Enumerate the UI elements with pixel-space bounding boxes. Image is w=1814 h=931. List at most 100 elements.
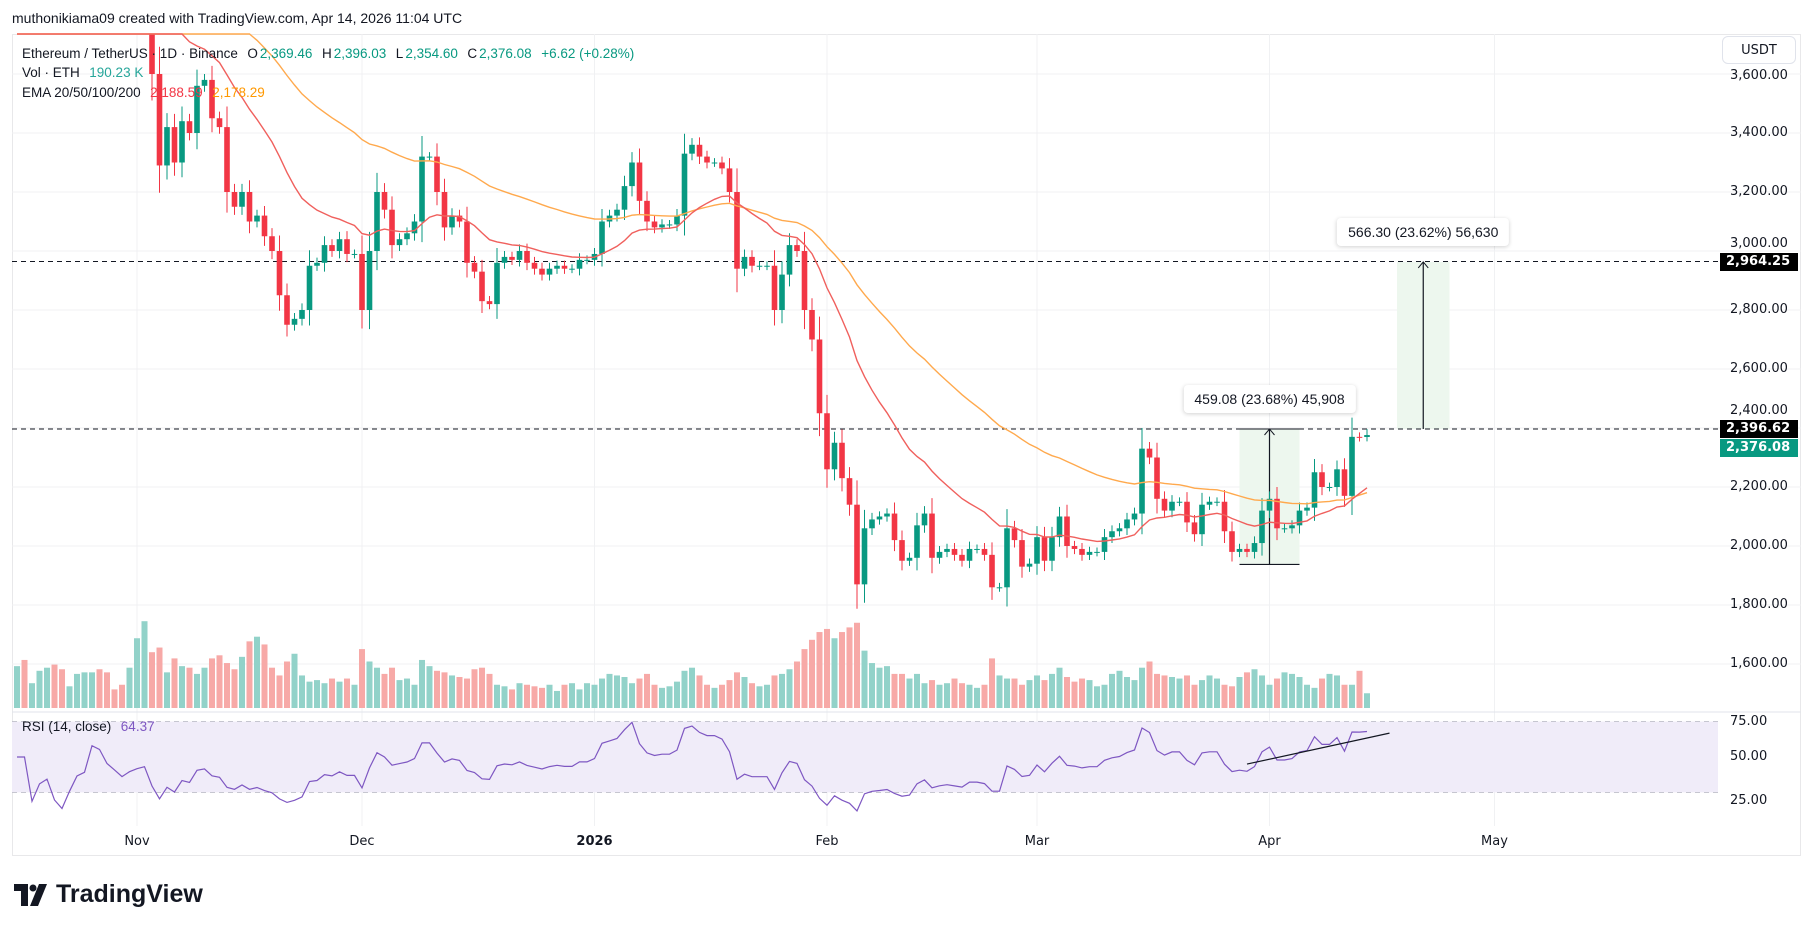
candle	[531, 256, 538, 275]
volume-bar	[389, 667, 395, 708]
candle	[1004, 509, 1010, 607]
candle	[284, 283, 290, 337]
candle	[546, 262, 553, 281]
candle-body	[194, 85, 200, 133]
currency-button[interactable]: USDT	[1722, 36, 1796, 64]
candle-body	[434, 156, 440, 192]
volume-bar	[246, 641, 253, 708]
candle-body	[1124, 519, 1130, 529]
y-tick-label: 2,800.00	[1730, 302, 1788, 317]
candle	[524, 243, 530, 271]
candle	[771, 250, 778, 326]
candle	[344, 231, 350, 263]
candle	[254, 209, 260, 228]
volume-bar	[1281, 672, 1288, 708]
volume-bar	[411, 684, 418, 708]
candle	[216, 111, 223, 134]
volume-bar	[1364, 693, 1370, 708]
candle-body	[704, 156, 710, 163]
candle	[966, 541, 973, 569]
volume-bar	[96, 669, 103, 708]
candle-body	[801, 251, 808, 310]
candle-body	[1304, 507, 1310, 511]
candle-body	[1184, 501, 1190, 523]
candle-body	[599, 221, 605, 254]
candle-body	[426, 156, 433, 158]
candle-body	[1056, 516, 1063, 538]
volume-bar	[321, 683, 328, 708]
candle-body	[284, 295, 290, 325]
x-tick-label: Apr	[1258, 834, 1281, 849]
candle	[224, 106, 230, 213]
candle-body	[1116, 528, 1123, 532]
candle-body	[989, 554, 995, 588]
candle-body	[1274, 498, 1280, 529]
candle	[471, 256, 478, 279]
volume-bar	[1131, 680, 1138, 708]
candle	[861, 509, 868, 603]
candle-body	[1026, 563, 1033, 567]
candle-body	[854, 504, 860, 585]
candle	[1169, 495, 1175, 518]
candle	[651, 215, 658, 234]
chart-frame	[12, 34, 1801, 856]
candle-body	[531, 262, 538, 269]
candle	[1011, 520, 1018, 548]
candle	[749, 250, 755, 273]
volume-bar	[644, 673, 650, 708]
candle-body	[171, 127, 178, 163]
volume-bar	[471, 669, 478, 708]
candle-body	[1326, 487, 1333, 488]
candle-body	[471, 262, 478, 272]
candle	[1296, 502, 1303, 534]
candle-body	[224, 127, 230, 192]
rsi-tick-label: 50.00	[1730, 749, 1768, 764]
candle	[981, 543, 988, 561]
volume-bar	[44, 667, 50, 708]
candle-body	[539, 268, 545, 275]
candle-body	[261, 215, 268, 237]
y-tick-label: 3,000.00	[1730, 235, 1788, 251]
volume-bar	[524, 684, 530, 708]
volume-bar	[711, 687, 718, 708]
volume-bar	[464, 678, 470, 708]
candle	[599, 208, 605, 267]
candle-body	[1019, 540, 1025, 567]
candle	[944, 543, 950, 558]
candle-body	[719, 162, 725, 169]
volume-bar	[224, 663, 230, 708]
candle	[794, 239, 800, 257]
candle	[1251, 536, 1258, 559]
candle	[1341, 458, 1348, 507]
volume-bar	[1056, 667, 1063, 708]
candle	[996, 582, 1003, 592]
volume-bar	[1049, 673, 1055, 708]
candle	[1334, 460, 1340, 496]
volume-bar	[66, 686, 73, 708]
ema20-value: 2,188.59	[150, 85, 203, 100]
volume-bar	[314, 680, 320, 708]
volume-bar	[921, 683, 928, 708]
candle	[1071, 540, 1078, 555]
volume-bar	[81, 672, 88, 708]
candle-body	[156, 74, 163, 166]
candle-body	[299, 310, 305, 319]
volume-bar	[929, 680, 935, 708]
volume-bar	[621, 677, 628, 708]
volume-bar	[1004, 678, 1010, 708]
volume-bar	[1124, 677, 1130, 708]
candle	[696, 137, 703, 164]
volume-bar	[1011, 678, 1018, 708]
candle-body	[1281, 528, 1288, 530]
legend-ema: EMA 20/50/100/200 2,188.59 2,178.29	[22, 85, 267, 100]
candle	[831, 431, 838, 481]
volume-bar	[1026, 680, 1033, 708]
volume-bar	[516, 683, 523, 708]
candle	[449, 208, 455, 235]
candle-body	[1296, 510, 1303, 526]
candle-body	[741, 256, 748, 269]
volume-bar	[1214, 678, 1220, 708]
candle-body	[239, 192, 245, 207]
volume-bar	[876, 667, 883, 708]
